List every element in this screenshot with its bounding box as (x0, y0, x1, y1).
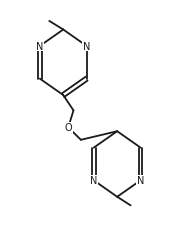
Text: N: N (90, 176, 97, 186)
Text: N: N (36, 42, 44, 52)
Text: N: N (83, 42, 90, 52)
Text: N: N (137, 176, 144, 186)
Text: O: O (65, 123, 72, 133)
